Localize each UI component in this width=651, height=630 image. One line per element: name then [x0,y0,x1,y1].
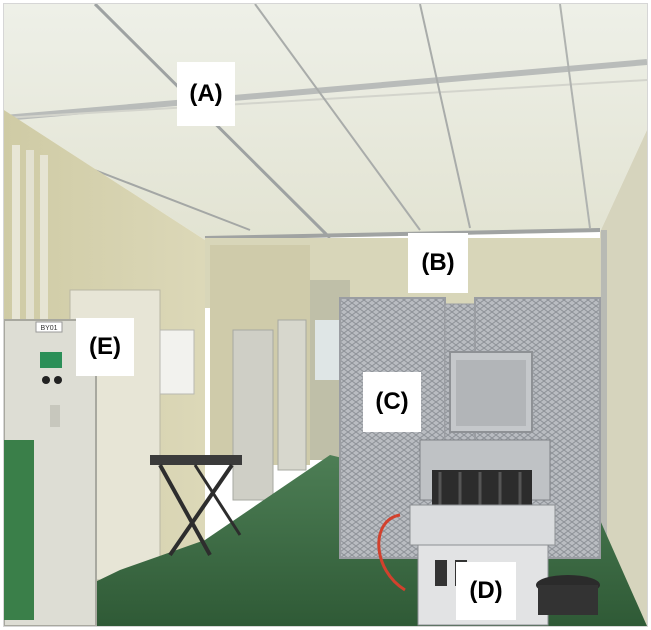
label-d: (D) [456,562,516,620]
label-c: (C) [363,372,421,432]
label-a: (A) [177,62,235,126]
label-e: (E) [76,318,134,376]
cabinet-tag: BY01 [40,325,57,332]
ceiling-panels [4,4,647,240]
label-b: (B) [408,233,468,293]
